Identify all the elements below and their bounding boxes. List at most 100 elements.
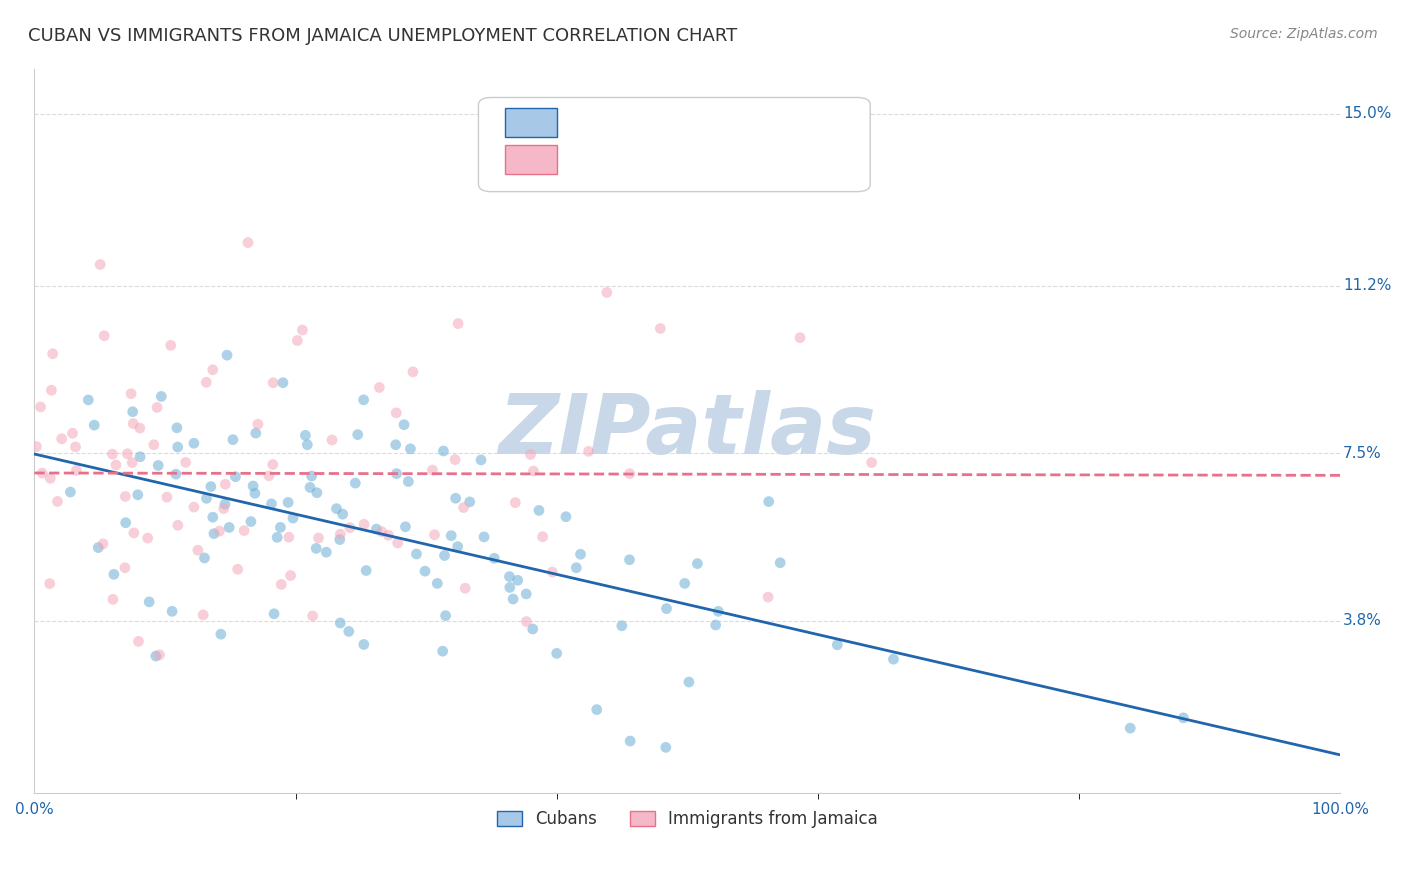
Immigrants from Jamaica bbox=[166, 518, 188, 533]
Cubans bbox=[87, 541, 110, 555]
Cubans bbox=[527, 503, 550, 517]
Cubans bbox=[344, 476, 367, 491]
Immigrants from Jamaica bbox=[121, 456, 143, 470]
Immigrants from Jamaica bbox=[329, 527, 352, 541]
Immigrants from Jamaica bbox=[385, 406, 408, 420]
Immigrants from Jamaica bbox=[114, 490, 136, 504]
Immigrants from Jamaica bbox=[30, 400, 52, 414]
Cubans bbox=[655, 740, 678, 755]
Cubans bbox=[686, 557, 709, 571]
Cubans bbox=[619, 734, 641, 748]
Immigrants from Jamaica bbox=[860, 456, 883, 470]
Cubans bbox=[444, 491, 467, 506]
Cubans bbox=[522, 622, 544, 636]
Immigrants from Jamaica bbox=[756, 590, 779, 604]
Cubans bbox=[470, 453, 492, 467]
Immigrants from Jamaica bbox=[25, 440, 48, 454]
Immigrants from Jamaica bbox=[226, 562, 249, 576]
Immigrants from Jamaica bbox=[201, 363, 224, 377]
Cubans bbox=[266, 530, 288, 544]
Cubans bbox=[224, 469, 246, 483]
Cubans bbox=[222, 433, 245, 447]
Immigrants from Jamaica bbox=[183, 500, 205, 515]
Immigrants from Jamaica bbox=[187, 543, 209, 558]
Immigrants from Jamaica bbox=[321, 433, 343, 447]
Cubans bbox=[315, 545, 337, 559]
Cubans bbox=[565, 560, 588, 574]
Immigrants from Jamaica bbox=[277, 530, 299, 544]
Cubans bbox=[160, 604, 183, 618]
Cubans bbox=[329, 615, 352, 630]
Cubans bbox=[305, 541, 328, 556]
Cubans bbox=[392, 417, 415, 432]
Cubans bbox=[405, 547, 427, 561]
Cubans bbox=[294, 428, 316, 442]
Cubans bbox=[332, 507, 354, 521]
Cubans bbox=[121, 405, 143, 419]
Cubans bbox=[399, 442, 422, 456]
Immigrants from Jamaica bbox=[191, 607, 214, 622]
Immigrants from Jamaica bbox=[423, 528, 446, 542]
Immigrants from Jamaica bbox=[212, 501, 235, 516]
Immigrants from Jamaica bbox=[62, 426, 84, 441]
Cubans bbox=[271, 376, 294, 390]
Legend: Cubans, Immigrants from Jamaica: Cubans, Immigrants from Jamaica bbox=[489, 804, 884, 835]
Cubans bbox=[83, 418, 105, 433]
Immigrants from Jamaica bbox=[454, 581, 477, 595]
Immigrants from Jamaica bbox=[531, 530, 554, 544]
Cubans bbox=[704, 618, 727, 632]
Cubans bbox=[440, 529, 463, 543]
Immigrants from Jamaica bbox=[262, 376, 284, 390]
Immigrants from Jamaica bbox=[236, 235, 259, 250]
Cubans bbox=[434, 608, 457, 623]
Immigrants from Jamaica bbox=[387, 536, 409, 550]
Immigrants from Jamaica bbox=[444, 452, 467, 467]
Immigrants from Jamaica bbox=[39, 471, 62, 485]
FancyBboxPatch shape bbox=[505, 145, 557, 174]
Cubans bbox=[242, 479, 264, 493]
Cubans bbox=[569, 547, 592, 561]
Cubans bbox=[239, 515, 262, 529]
Cubans bbox=[263, 607, 285, 621]
Immigrants from Jamaica bbox=[51, 432, 73, 446]
Cubans bbox=[655, 601, 678, 615]
Cubans bbox=[277, 495, 299, 509]
Text: 3.8%: 3.8% bbox=[1343, 613, 1382, 628]
Immigrants from Jamaica bbox=[270, 577, 292, 591]
Cubans bbox=[610, 619, 633, 633]
Cubans bbox=[1119, 721, 1142, 735]
Immigrants from Jamaica bbox=[291, 323, 314, 337]
Immigrants from Jamaica bbox=[208, 524, 231, 538]
Immigrants from Jamaica bbox=[285, 334, 308, 348]
Cubans bbox=[499, 581, 522, 595]
Immigrants from Jamaica bbox=[101, 592, 124, 607]
Immigrants from Jamaica bbox=[122, 417, 145, 431]
Text: 15.0%: 15.0% bbox=[1343, 106, 1392, 121]
Immigrants from Jamaica bbox=[117, 447, 139, 461]
Immigrants from Jamaica bbox=[156, 490, 179, 504]
Cubans bbox=[202, 526, 225, 541]
Cubans bbox=[127, 488, 149, 502]
Cubans bbox=[260, 497, 283, 511]
Immigrants from Jamaica bbox=[370, 524, 392, 539]
Immigrants from Jamaica bbox=[65, 440, 87, 454]
Cubans bbox=[150, 389, 173, 403]
Cubans bbox=[432, 444, 454, 458]
Cubans bbox=[354, 564, 377, 578]
Cubans bbox=[432, 644, 454, 658]
Immigrants from Jamaica bbox=[402, 365, 425, 379]
Text: R =  0.083: R = 0.083 bbox=[576, 150, 676, 168]
Text: N =  86: N = 86 bbox=[733, 150, 803, 168]
Cubans bbox=[384, 438, 406, 452]
Immigrants from Jamaica bbox=[93, 328, 115, 343]
Cubans bbox=[396, 475, 419, 489]
Cubans bbox=[77, 392, 100, 407]
Immigrants from Jamaica bbox=[596, 285, 619, 300]
Immigrants from Jamaica bbox=[650, 321, 672, 335]
Text: ZIPatlas: ZIPatlas bbox=[499, 390, 876, 471]
FancyBboxPatch shape bbox=[478, 97, 870, 192]
Immigrants from Jamaica bbox=[578, 444, 600, 458]
Immigrants from Jamaica bbox=[128, 634, 150, 648]
Immigrants from Jamaica bbox=[91, 537, 114, 551]
Immigrants from Jamaica bbox=[120, 386, 142, 401]
